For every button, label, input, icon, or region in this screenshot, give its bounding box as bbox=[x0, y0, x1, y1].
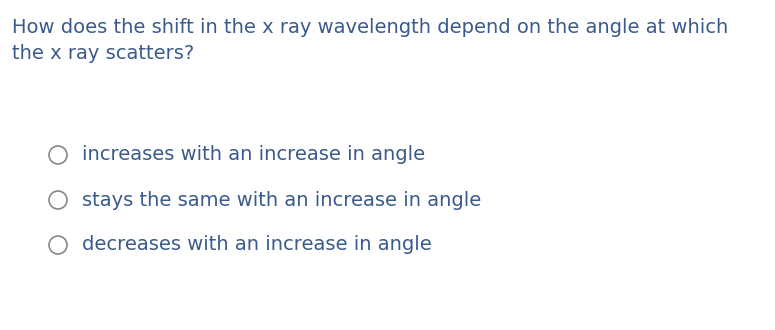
Text: How does the shift in the x ray wavelength depend on the angle at which: How does the shift in the x ray waveleng… bbox=[12, 18, 728, 37]
Text: decreases with an increase in angle: decreases with an increase in angle bbox=[82, 236, 432, 254]
Text: increases with an increase in angle: increases with an increase in angle bbox=[82, 146, 425, 164]
Text: the x ray scatters?: the x ray scatters? bbox=[12, 44, 195, 63]
Text: stays the same with an increase in angle: stays the same with an increase in angle bbox=[82, 190, 481, 210]
